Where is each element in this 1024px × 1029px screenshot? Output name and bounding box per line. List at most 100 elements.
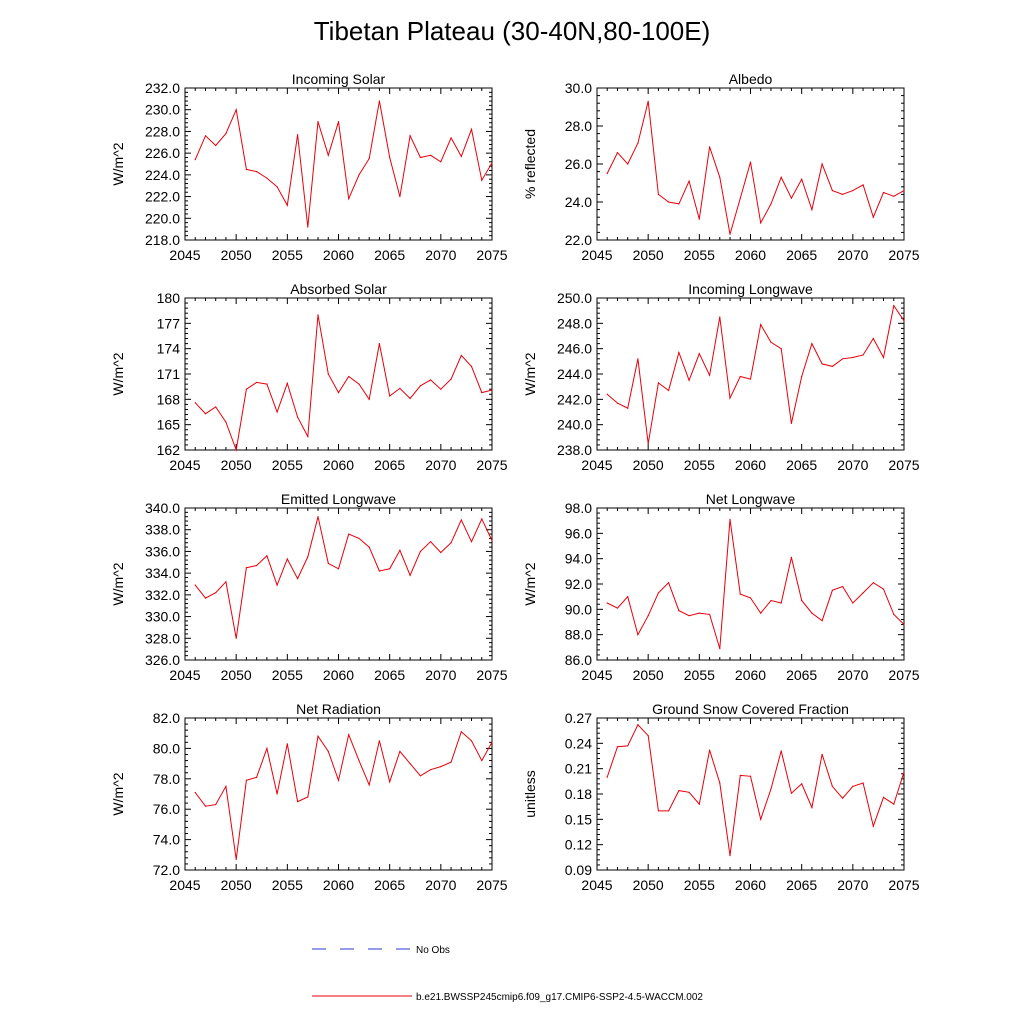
data-point [719,648,721,650]
data-point [389,395,391,397]
y-tick-label: 238.0 [557,442,592,458]
data-point [872,582,874,584]
data-point [450,378,452,380]
panel-title: Ground Snow Covered Fraction [652,701,849,717]
data-point [245,168,247,171]
data-point [276,186,278,188]
panel-title: Net Longwave [706,491,796,507]
data-point [286,558,288,560]
data-point [378,343,381,345]
data-point [606,393,608,395]
panel-title: Incoming Longwave [688,281,813,297]
data-point [780,602,782,604]
data-point [430,769,432,771]
x-tick-label: 2060 [323,247,354,263]
legend-model-label: b.e21.BWSSP245cmip6.f09_g17.CMIP6-SSP2-4… [416,992,703,1003]
data-point [678,790,680,792]
data-point [419,775,421,777]
x-tick-label: 2055 [684,247,715,263]
data-point [760,612,762,614]
data-point [337,779,340,781]
series-line [606,304,905,444]
data-point [729,233,731,235]
data-point [358,537,360,540]
x-tick-label: 2045 [581,247,612,263]
data-point [378,740,381,742]
y-tick-label: 0.27 [565,710,592,726]
data-point [470,740,473,742]
panel-title: Incoming Solar [292,71,386,87]
data-point [647,443,649,445]
data-point [194,159,196,161]
x-tick-label: 2045 [581,667,612,683]
x-tick-label: 2065 [786,877,817,893]
data-point [307,226,309,228]
x-tick-label: 2045 [169,667,200,683]
data-point [194,402,196,404]
data-point [719,782,721,784]
data-point [831,365,833,367]
data-point [358,174,360,176]
y-tick-label: 162 [157,442,181,458]
data-point [801,178,803,180]
panel-4: Emitted Longwave W/m^2 2045 2050 2055 2060 206… [110,491,508,683]
data-point [811,343,813,345]
y-tick-label: 250.0 [557,290,592,306]
data-point [637,358,639,360]
data-point [688,791,690,793]
data-point [647,735,649,737]
data-point [481,391,483,394]
data-point [245,567,247,569]
data-point [862,354,864,356]
x-tick-label: 2055 [272,667,303,683]
data-point [627,596,629,598]
data-point [627,163,629,165]
y-axis-label: % reflected [522,129,538,199]
data-point [419,156,421,159]
data-point [678,203,680,205]
x-tick-label: 2070 [425,877,456,893]
data-point [616,402,619,404]
data-point [409,135,411,137]
data-point [770,203,772,205]
data-point [409,763,411,765]
data-point [368,157,370,160]
data-point [399,195,401,198]
data-point [780,176,782,178]
data-point [678,610,680,612]
data-point [440,551,442,554]
data-point [790,792,793,794]
x-tick-label: 2075 [476,667,507,683]
data-point [647,615,649,617]
data-point [862,782,864,784]
data-point [215,592,217,594]
data-point [882,191,885,194]
data-point [368,546,370,548]
data-point [389,568,391,570]
x-tick-label: 2065 [786,667,817,683]
data-point [698,803,700,805]
data-point [276,411,278,413]
x-tick-label: 2070 [425,667,456,683]
y-tick-label: 180 [157,290,181,306]
data-point [204,805,207,807]
data-point [409,574,411,576]
data-point [235,858,237,860]
data-point [409,397,411,400]
data-point [668,201,670,203]
x-tick-label: 2055 [684,457,715,473]
y-tick-label: 90.0 [565,601,592,617]
data-point [637,724,639,726]
data-point [215,406,217,408]
x-tick-label: 2050 [633,457,664,473]
data-point [903,190,905,192]
data-point [256,776,258,778]
y-tick-label: 165 [157,417,181,433]
y-tick-label: 76.0 [153,801,180,817]
data-point [296,134,299,136]
data-point [729,855,731,857]
data-point [719,176,721,178]
y-tick-label: 326.0 [145,652,180,668]
panel-0: Incoming Solar W/m^2 2045 2050 2055 2060 2065 2… [110,71,508,263]
